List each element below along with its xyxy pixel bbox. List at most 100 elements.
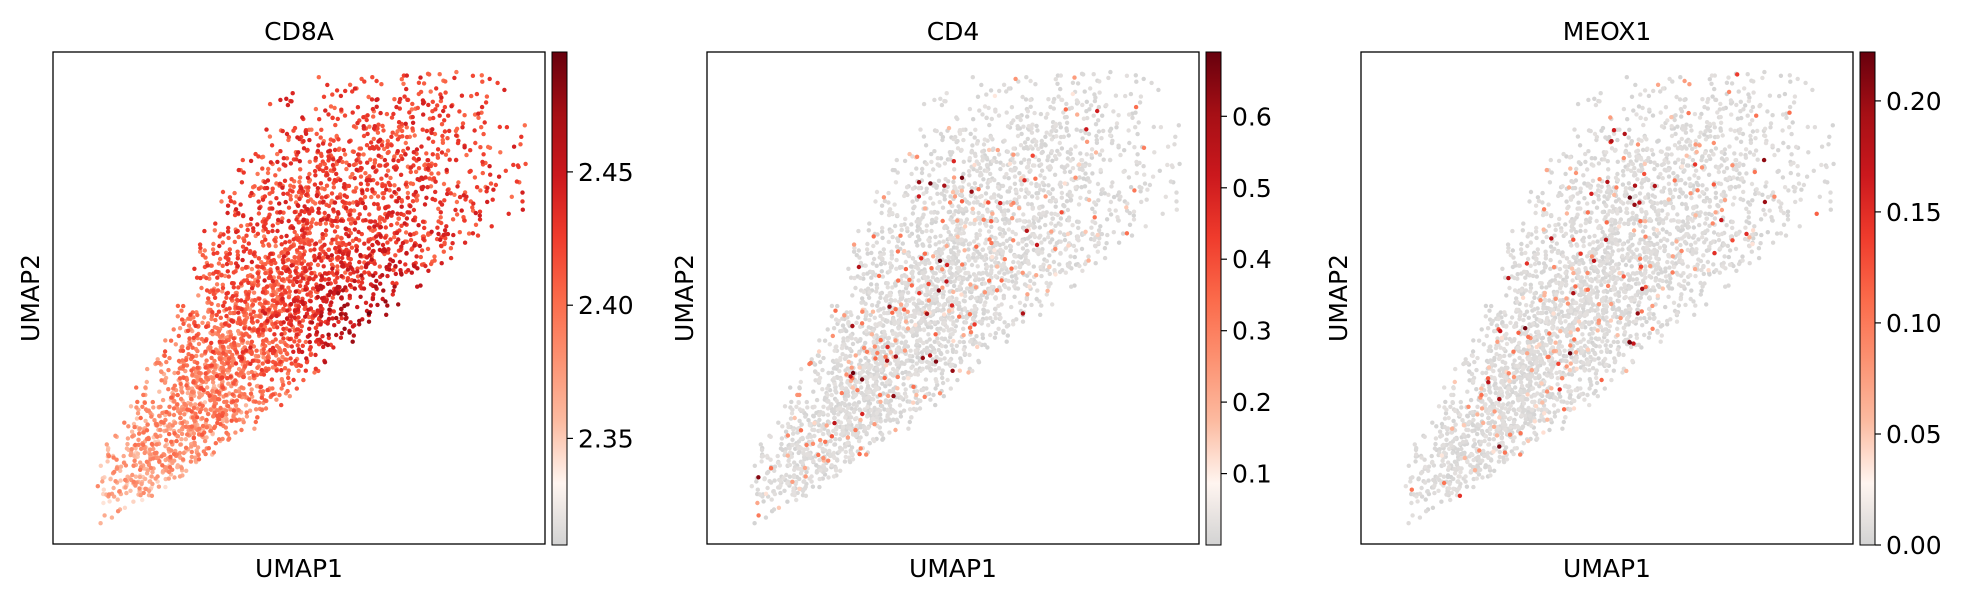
cell-point — [170, 423, 175, 428]
cell-point — [1039, 138, 1045, 144]
cell-point — [873, 380, 879, 385]
cell-point — [249, 387, 254, 392]
cell-point — [930, 345, 936, 351]
cell-point — [335, 264, 340, 269]
cell-point — [1025, 236, 1031, 241]
cell-point — [242, 326, 247, 331]
cell-point — [320, 236, 326, 241]
cell-point — [788, 416, 794, 421]
cell-point — [1127, 210, 1133, 216]
cell-point — [375, 302, 380, 308]
cell-point — [1141, 76, 1146, 82]
cell-point — [880, 235, 885, 241]
cell-point — [441, 249, 446, 254]
cell-point — [984, 115, 989, 121]
cell-point — [330, 92, 335, 97]
cell-point — [235, 298, 240, 303]
cell-point — [514, 179, 520, 184]
cell-point — [189, 368, 194, 373]
cell-point — [331, 138, 336, 143]
cell-point — [321, 94, 327, 100]
cell-point — [435, 155, 441, 160]
cell-point — [285, 351, 290, 357]
cell-point — [918, 217, 923, 222]
cell-point — [204, 324, 209, 329]
cell-point — [1127, 222, 1133, 227]
cell-point — [1042, 175, 1047, 181]
cell-point — [226, 356, 232, 361]
cell-point — [255, 231, 261, 236]
cell-point — [369, 97, 375, 102]
cell-point — [182, 412, 187, 417]
cell-point — [306, 314, 312, 320]
cell-point — [241, 213, 246, 219]
cell-point — [468, 168, 473, 174]
cell-point — [239, 180, 245, 185]
cell-point — [146, 408, 151, 413]
cell-point — [1116, 190, 1122, 195]
cell-point — [338, 218, 344, 223]
cell-point — [227, 349, 232, 354]
cell-point — [240, 257, 245, 263]
cell-point — [181, 375, 186, 380]
cell-point — [224, 291, 229, 296]
cell-point — [272, 332, 277, 337]
cell-point — [987, 122, 992, 128]
cell-point — [193, 455, 198, 460]
cell-point — [295, 203, 301, 208]
cell-point — [343, 312, 348, 317]
cell-point — [135, 411, 141, 416]
cell-point — [385, 273, 390, 279]
cell-point — [318, 135, 323, 140]
cell-point — [1101, 128, 1106, 134]
cell-point — [326, 292, 332, 298]
cell-point — [326, 332, 331, 337]
cell-point — [404, 125, 409, 130]
cell-point — [129, 429, 135, 434]
cell-point — [155, 474, 160, 479]
cell-point — [270, 386, 275, 391]
cell-point — [981, 177, 986, 182]
cell-point — [288, 274, 293, 279]
cell-point — [320, 168, 326, 173]
cell-point — [279, 332, 284, 337]
cell-point — [372, 224, 377, 229]
cell-point — [436, 206, 441, 211]
cell-point — [933, 402, 938, 408]
cell-point — [155, 434, 160, 439]
cell-point — [895, 237, 901, 242]
cell-point — [913, 260, 918, 265]
cell-point — [259, 155, 265, 160]
cell-point — [366, 94, 371, 100]
cell-point — [329, 300, 334, 305]
cell-point — [260, 361, 265, 366]
cell-point — [399, 199, 404, 204]
cell-point — [1135, 131, 1140, 137]
cell-point — [946, 229, 951, 235]
cell-point — [462, 240, 468, 245]
cell-point — [307, 159, 312, 164]
cell-point — [277, 254, 282, 259]
cell-point — [313, 173, 318, 178]
cell-point — [136, 437, 141, 442]
cell-point — [367, 253, 372, 258]
cell-point — [1047, 253, 1052, 258]
cell-point — [439, 95, 444, 100]
cell-point — [932, 149, 937, 154]
cell-point — [309, 220, 314, 225]
cell-point — [312, 168, 318, 174]
cell-point — [134, 416, 140, 421]
cell-point — [1024, 75, 1029, 80]
cell-point — [1080, 167, 1085, 173]
cell-point — [100, 479, 105, 484]
cell-point — [191, 436, 196, 441]
cell-point — [477, 217, 483, 222]
cell-point — [257, 206, 262, 211]
cell-point — [220, 189, 226, 195]
cell-point — [502, 87, 507, 93]
cell-point — [262, 398, 268, 403]
cell-point — [277, 167, 282, 172]
cell-point — [167, 465, 173, 470]
cell-point — [221, 232, 226, 237]
cell-point — [313, 201, 318, 206]
